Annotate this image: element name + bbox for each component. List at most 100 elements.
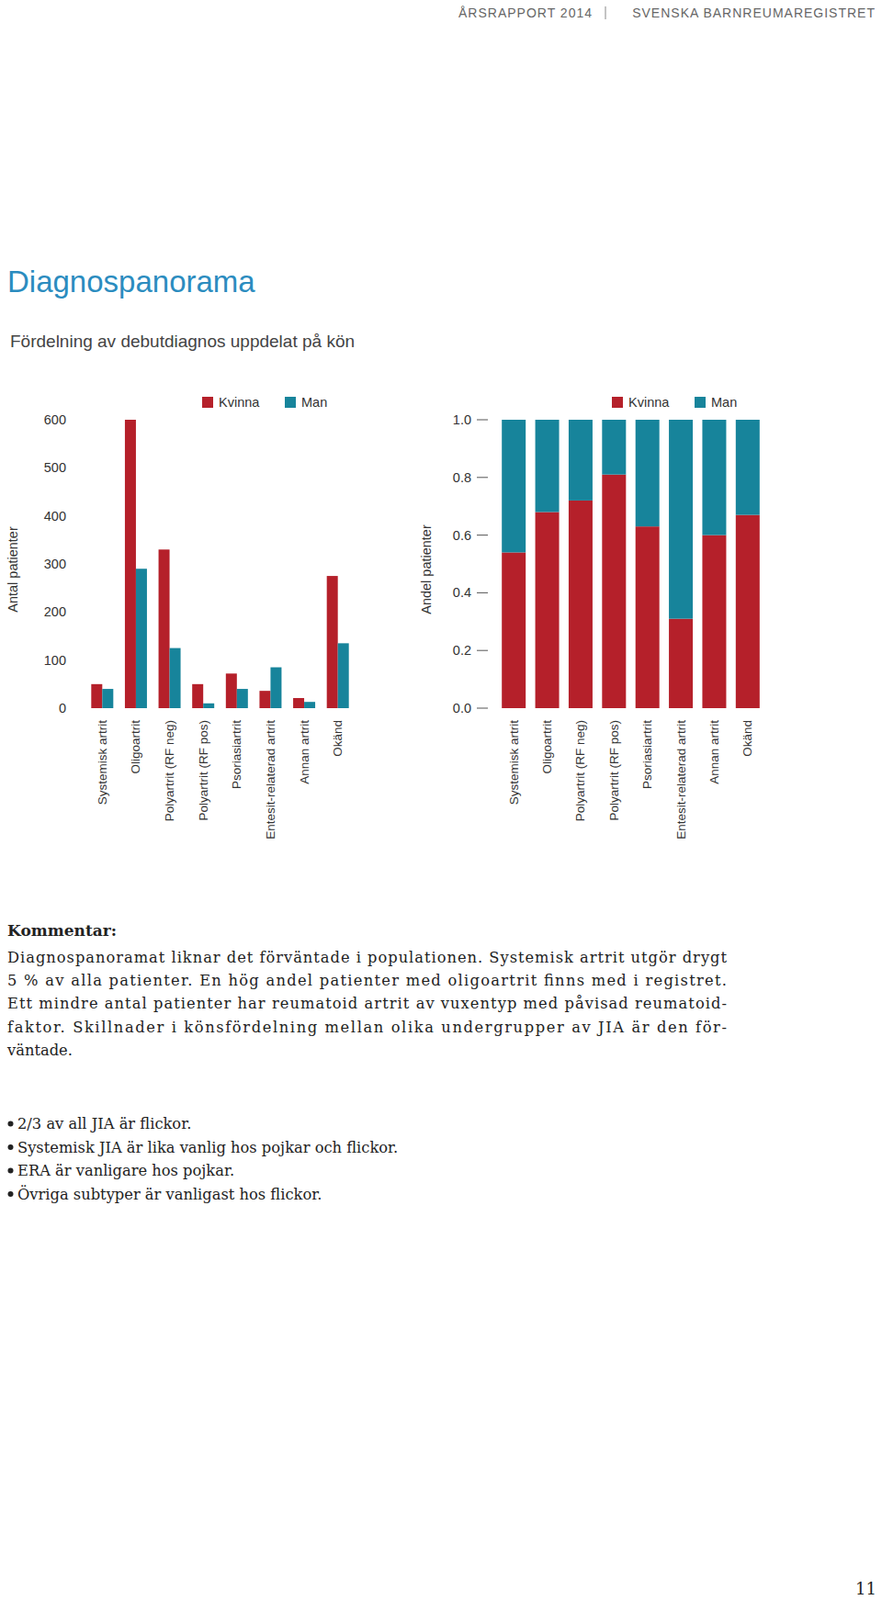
page: { "header": {"left": "ÅRSRAPPORT 2014", … — [0, 0, 882, 1600]
x-tick-label: Entesit-relaterad artrit — [674, 720, 689, 840]
y-tick-label: 100 — [44, 653, 67, 668]
bar — [124, 419, 136, 709]
bar — [635, 526, 660, 709]
bar — [501, 419, 526, 553]
y-tick — [476, 708, 488, 710]
bar — [101, 689, 114, 709]
bar — [203, 703, 215, 709]
bar — [701, 419, 726, 536]
bar — [293, 698, 305, 709]
comment-line: 5 % av alla patienter. En hög andel pati… — [7, 972, 727, 990]
bar — [735, 515, 760, 709]
y-axis-title: Antal patienter — [5, 526, 21, 613]
bullet-dot — [8, 1121, 14, 1128]
title: Diagnospanorama — [7, 264, 256, 299]
y-tick-label: 0.4 — [452, 585, 472, 600]
bar — [635, 419, 660, 527]
bar — [169, 648, 181, 709]
x-tick-label: Okänd — [740, 720, 755, 758]
bar — [270, 667, 282, 709]
header-left: ÅRSRAPPORT 2014 — [458, 5, 593, 21]
x-tick-label: Polyartrit (RF neg) — [573, 720, 588, 822]
legend-label: Kvinna — [628, 395, 670, 410]
bar — [568, 500, 593, 709]
bar — [226, 673, 238, 709]
legend-swatch — [694, 396, 706, 408]
y-tick-label: 0.8 — [452, 470, 472, 486]
x-tick-label: Polyartrit (RF neg) — [162, 720, 177, 822]
bar — [535, 511, 560, 709]
legend-swatch — [284, 396, 296, 408]
legend-swatch — [611, 396, 623, 408]
y-tick — [476, 476, 488, 478]
bar — [601, 474, 626, 709]
bullet-text: ERA är vanligare hos pojkar. — [17, 1162, 235, 1180]
legend-label: Man — [711, 395, 737, 410]
bar — [338, 643, 350, 709]
bar — [668, 419, 693, 620]
y-tick-label: 600 — [44, 412, 67, 428]
header-separator — [605, 6, 607, 20]
y-tick-label: 0.0 — [452, 701, 472, 716]
y-tick — [476, 419, 488, 421]
bars — [90, 419, 349, 709]
y-tick — [476, 650, 488, 652]
y-tick — [476, 534, 488, 536]
comment-line: väntade. — [6, 1041, 73, 1060]
bar — [535, 419, 560, 512]
y-tick — [476, 592, 488, 594]
x-tick-label: Systemisk artrit — [95, 720, 110, 806]
comment-line: Diagnospanoramat liknar det förväntade i… — [7, 949, 727, 967]
chart: 0 100 200 300 400 500 600 Antal patienter System… — [5, 395, 350, 840]
bar — [735, 419, 760, 516]
header-right: SVENSKA BARNREUMAREGISTRET — [632, 5, 876, 21]
y-tick-label: 300 — [44, 556, 67, 572]
y-tick-label: 500 — [44, 460, 67, 475]
bar — [90, 684, 102, 709]
x-tick-label: Annan artrit — [297, 720, 312, 785]
x-tick-label: Systemisk artrit — [507, 720, 521, 806]
bullet-dot — [8, 1168, 14, 1175]
x-tick-label: Psoriasiartrit — [640, 720, 655, 790]
subtitle: Fördelning av debutdiagnos uppdelat på k… — [10, 331, 355, 351]
x-tick-label: Entesit-relaterad artrit — [263, 720, 278, 840]
bar — [135, 568, 147, 709]
bars — [501, 419, 760, 709]
x-tick-label: Okänd — [330, 720, 345, 758]
bar — [304, 701, 316, 709]
bullet-text: Systemisk JIA är lika vanlig hos pojkar … — [17, 1139, 398, 1157]
x-tick-label: Oligoartrit — [540, 720, 555, 775]
x-tick-label: Psoriasiartrit — [229, 720, 244, 790]
comment-line: faktor. Skillnader i könsfördelning mell… — [7, 1018, 727, 1037]
comment: Kommentar: Diagnospanoramat liknar det fö… — [6, 921, 727, 1204]
bar — [601, 419, 626, 475]
x-tick-label: Polyartrit (RF pos) — [196, 720, 211, 822]
y-tick-label: 0 — [58, 701, 67, 716]
bar — [192, 684, 204, 709]
comment-heading: Kommentar: — [7, 921, 117, 940]
x-tick-label: Polyartrit (RF pos) — [607, 720, 622, 822]
legend-label: Man — [301, 395, 328, 410]
y-tick-label: 400 — [44, 508, 67, 524]
bar — [501, 552, 526, 709]
chart: 0.00.20.40.60.81.0Andel patienterSystemi… — [418, 395, 760, 840]
y-tick-label: 200 — [44, 604, 67, 620]
legend-label: Kvinna — [218, 395, 261, 410]
x-tick-label: Annan artrit — [707, 720, 722, 785]
y-tick-label: 0.2 — [452, 643, 472, 658]
bar — [568, 419, 593, 501]
bar — [259, 690, 271, 709]
x-tick-label: Oligoartrit — [128, 720, 143, 775]
bar — [701, 535, 726, 709]
bar — [327, 576, 339, 709]
y-axis-title: Andel patienter — [418, 524, 434, 615]
y-tick-label: 1.0 — [452, 412, 472, 428]
comment-line: Ett mindre antal patienter har reumatoid… — [7, 995, 727, 1013]
bar — [668, 619, 693, 709]
bullet-dot — [8, 1144, 14, 1151]
bar — [237, 689, 249, 709]
page-canvas: ÅRSRAPPORT 2014 SVENSKA BARNREUMAREGISTRE… — [0, 0, 882, 1600]
bar — [158, 549, 170, 709]
bullet-text: Övriga subtyper är vanligast hos flickor… — [17, 1185, 322, 1204]
bullet-dot — [8, 1191, 14, 1198]
